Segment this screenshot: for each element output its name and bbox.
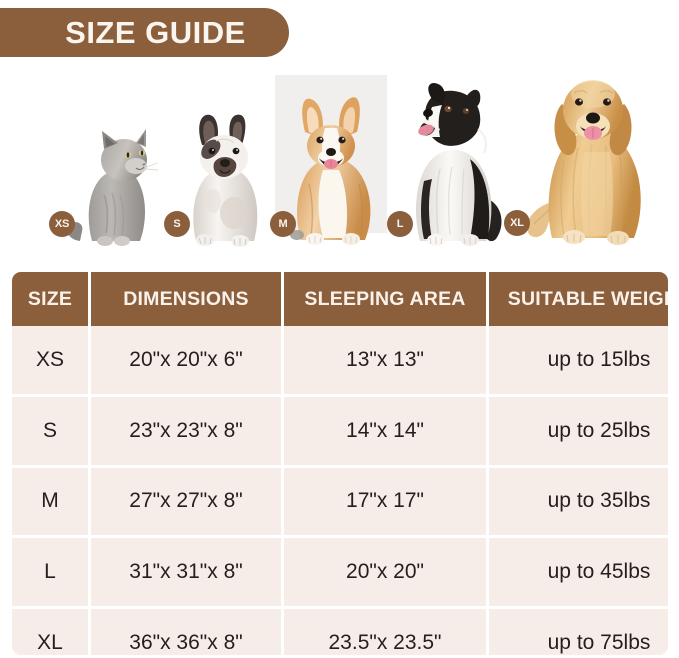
size-table-grid: SIZE DIMENSIONS SLEEPING AREA SUITABLE W… [12,272,668,655]
cell-size: S [12,395,91,468]
column-header-dimensions: DIMENSIONS [89,272,284,326]
border-collie-illustration [416,82,502,246]
cell-size: XL [12,607,91,655]
table-header: SIZE DIMENSIONS SLEEPING AREA SUITABLE W… [12,272,668,326]
cell-suitable-weight: up to 25lbs [487,395,668,468]
cell-sleeping-area: 13"x 13" [282,326,489,397]
golden-retriever-illustration [527,80,641,245]
cell-suitable-weight: up to 35lbs [487,466,668,539]
table-body: XS 20"x 20"x 6" 13"x 13" up to 15lbs S 2… [12,326,668,655]
column-header-suitable-weight: SUITABLE WEIGHT [487,272,668,326]
cell-size: L [12,536,91,610]
size-badge-xl: XL [504,210,530,236]
animal-xl-golden-retriever: XL [504,52,664,248]
size-badge-xs: XS [49,211,75,237]
size-badge-l: L [387,211,413,237]
size-badge-s: S [164,211,190,237]
table-header-row: SIZE DIMENSIONS SLEEPING AREA SUITABLE W… [12,272,668,326]
column-header-sleeping-area: SLEEPING AREA [282,272,489,326]
animal-l-border-collie: L [387,73,512,248]
french-bulldog-illustration [193,114,258,247]
animal-xs-cat: XS [49,123,162,248]
cell-sleeping-area: 23.5"x 23.5" [282,607,489,655]
cat-illustration [67,129,159,246]
column-header-size: SIZE [12,272,91,326]
size-table: SIZE DIMENSIONS SLEEPING AREA SUITABLE W… [12,272,668,655]
cell-dimensions: 36"x 36"x 8" [89,607,284,655]
animal-s-french-bulldog: S [164,105,276,248]
cell-size: XS [12,326,91,397]
cell-dimensions: 20"x 20"x 6" [89,326,284,397]
cell-dimensions: 23"x 23"x 8" [89,395,284,468]
cell-suitable-weight: up to 75lbs [487,607,668,655]
cell-suitable-weight: up to 15lbs [487,326,668,397]
table-row: M 27"x 27"x 8" 17"x 17" up to 35lbs [12,466,668,539]
table-row: S 23"x 23"x 8" 14"x 14" up to 25lbs [12,395,668,468]
table-row: XL 36"x 36"x 8" 23.5"x 23.5" up to 75lbs [12,607,668,655]
corgi-illustration [290,97,371,245]
cell-sleeping-area: 17"x 17" [282,466,489,539]
size-badge-m: M [270,211,296,237]
cell-sleeping-area: 20"x 20" [282,536,489,610]
cell-dimensions: 27"x 27"x 8" [89,466,284,539]
page-title: SIZE GUIDE [65,14,246,50]
animal-m-corgi: M [270,88,387,248]
table-row: L 31"x 31"x 8" 20"x 20" up to 45lbs [12,536,668,610]
cell-size: M [12,466,91,539]
size-guide-banner: SIZE GUIDE [0,8,289,57]
cell-sleeping-area: 14"x 14" [282,395,489,468]
cell-dimensions: 31"x 31"x 8" [89,536,284,610]
cell-suitable-weight: up to 45lbs [487,536,668,610]
table-row: XS 20"x 20"x 6" 13"x 13" up to 15lbs [12,326,668,397]
animal-size-illustrations: XS [0,50,679,260]
